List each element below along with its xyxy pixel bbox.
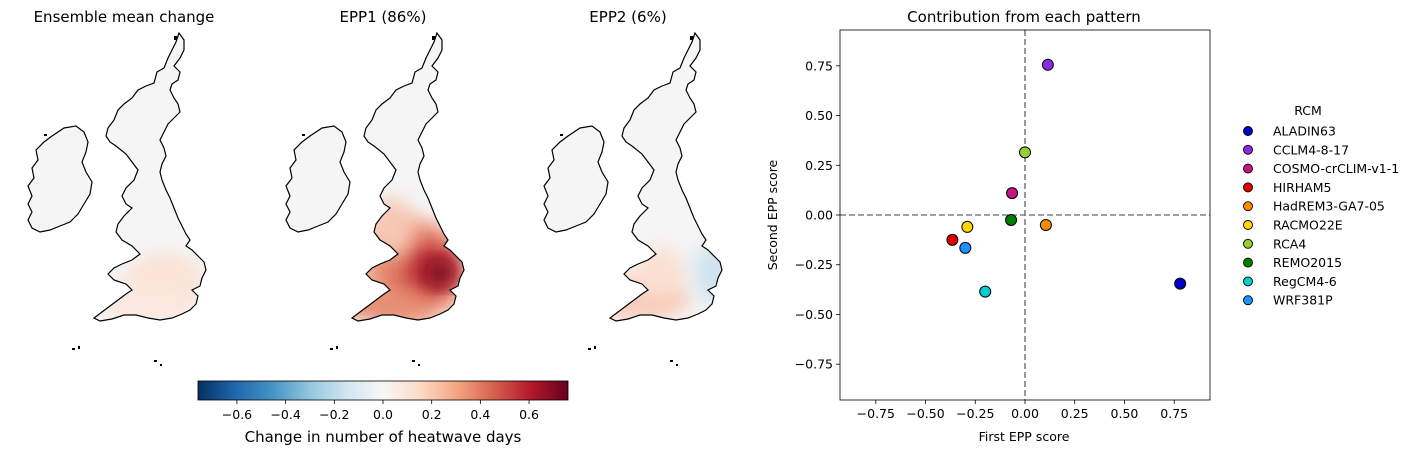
uk-map	[27, 32, 207, 366]
x-tick-label: 0.75	[1160, 406, 1188, 421]
legend-marker	[1243, 238, 1253, 249]
legend-marker	[1243, 257, 1253, 268]
colorbar-ticks: −0.6 −0.4 −0.2 0.0 0.2 0.4 0.6	[222, 400, 539, 422]
x-tick-label: −0.75	[857, 406, 895, 421]
legend-label: RCA4	[1273, 236, 1306, 251]
x-axis-label: First EPP score	[979, 429, 1070, 444]
legend-marker	[1243, 163, 1253, 174]
point-hadrem3-ga7-05	[1039, 218, 1052, 231]
uk-map	[285, 32, 465, 366]
legend-marker	[1243, 295, 1253, 306]
x-tick-label: 0.50	[1111, 406, 1139, 421]
legend-label: RegCM4-6	[1273, 274, 1337, 289]
x-axis-ticks: −0.75 −0.50 −0.25 0.00 0.25 0.50 0.75	[857, 400, 1188, 421]
y-tick-label: −0.75	[795, 357, 833, 372]
colorbar-tick-label: 0.2	[422, 407, 442, 422]
legend-label: REMO2015	[1273, 255, 1342, 270]
colorbar-tick-label: −0.6	[222, 407, 252, 422]
legend-marker	[1243, 144, 1253, 155]
x-tick-label: −0.25	[956, 406, 994, 421]
colorbar-tick-label: 0.0	[373, 407, 393, 422]
colorbar-gradient	[197, 380, 569, 401]
colorbar-tick-label: −0.2	[319, 407, 349, 422]
y-tick-label: 0.75	[805, 58, 833, 73]
colorbar-tick-label: −0.4	[270, 407, 300, 422]
y-tick-label: −0.50	[795, 307, 833, 322]
y-tick-label: −0.25	[795, 257, 833, 272]
uk-map	[543, 32, 723, 366]
y-tick-label: 0.25	[805, 158, 833, 173]
legend-label: WRF381P	[1273, 293, 1333, 308]
legend-marker	[1243, 276, 1253, 287]
map-panel-mean: Ensemble mean change	[27, 8, 215, 366]
y-tick-label: 0.50	[805, 108, 833, 123]
legend-marker	[1243, 220, 1253, 230]
legend: RCM ALADIN63 CCLM4-8-17 COSMO-crCLIM-v1-1 H…	[1243, 103, 1399, 308]
point-rca4	[1019, 146, 1031, 159]
point-cclm4-8-17	[1041, 58, 1054, 71]
heat-field	[352, 198, 464, 321]
chart-title: Contribution from each pattern	[907, 8, 1141, 26]
scatter-chart: Contribution from each pattern −0.75 −0.5…	[765, 8, 1211, 444]
legend-label: COSMO-crCLIM-v1-1	[1273, 161, 1399, 176]
legend-label: HIRHAM5	[1273, 180, 1331, 195]
colorbar: −0.6 −0.4 −0.2 0.0 0.2 0.4 0.6 Change in numbe…	[197, 380, 569, 446]
y-axis-label: Second EPP score	[765, 159, 780, 270]
legend-items: ALADIN63 CCLM4-8-17 COSMO-crCLIM-v1-1 HIRHA…	[1243, 124, 1399, 308]
map-title: EPP1 (86%)	[340, 8, 427, 26]
point-wrf381p	[959, 241, 972, 254]
legend-marker	[1243, 182, 1253, 193]
colorbar-tick-label: 0.6	[519, 407, 539, 422]
map-panel-epp1: EPP1 (86%)	[285, 8, 465, 366]
y-axis-ticks: −0.75 −0.50 −0.25 0.00 0.25 0.50 0.75	[795, 58, 840, 372]
legend-marker	[1243, 201, 1253, 212]
point-hirham5	[946, 233, 959, 246]
x-tick-label: 0.25	[1061, 406, 1089, 421]
legend-marker	[1243, 126, 1253, 136]
point-racmo22e	[961, 220, 974, 233]
legend-label: HadREM3-GA7-05	[1273, 199, 1385, 214]
reference-lines	[840, 30, 1210, 400]
colorbar-label: Change in number of heatwave days	[245, 428, 522, 446]
heat-field	[610, 243, 722, 320]
map-title: EPP2 (6%)	[589, 8, 666, 26]
y-tick-label: 0.00	[805, 208, 833, 223]
point-aladin63	[1174, 277, 1187, 290]
map-panel-epp2: EPP2 (6%)	[543, 8, 723, 366]
legend-label: RACMO22E	[1273, 218, 1343, 233]
point-cosmo-crclim-v1-1	[1006, 187, 1019, 200]
point-regcm4-6	[979, 285, 992, 298]
legend-title: RCM	[1294, 103, 1322, 118]
point-remo2015	[1005, 213, 1018, 226]
x-tick-label: −0.50	[906, 406, 944, 421]
legend-label: CCLM4-8-17	[1273, 142, 1349, 157]
data-points	[946, 58, 1187, 298]
map-title: Ensemble mean change	[34, 8, 215, 26]
plot-frame	[839, 29, 1211, 401]
x-tick-label: 0.00	[1011, 406, 1039, 421]
legend-label: ALADIN63	[1273, 124, 1336, 139]
colorbar-tick-label: 0.4	[470, 407, 490, 422]
